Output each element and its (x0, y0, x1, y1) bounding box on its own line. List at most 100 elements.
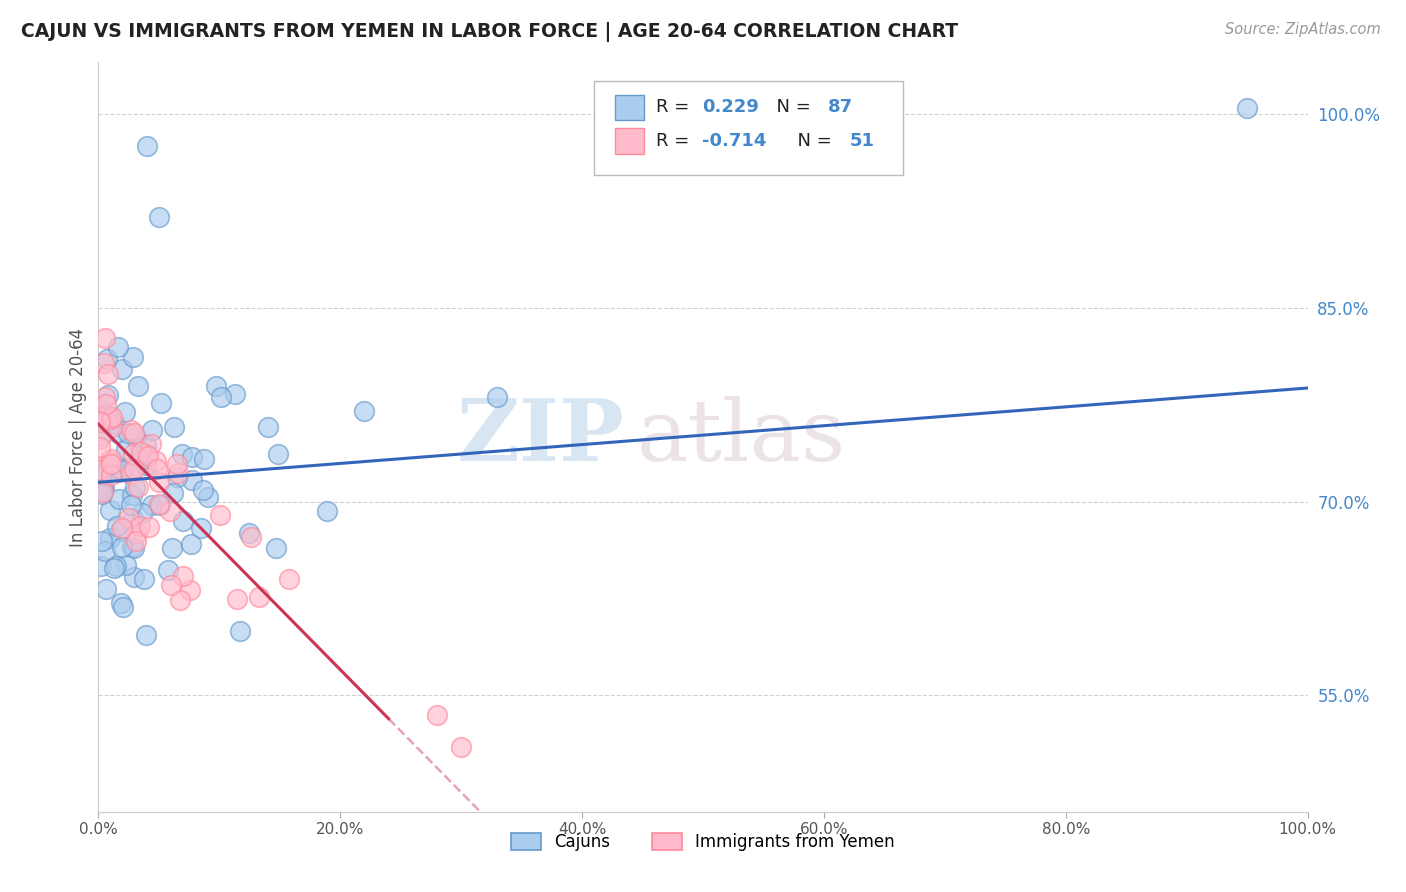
Point (89, 415, 111, 429)
Point (135, 139, 157, 153)
Point (141, 499, 163, 513)
FancyBboxPatch shape (595, 81, 903, 175)
Point (226, 592, 249, 607)
Point (122, 570, 145, 584)
Point (100, 420, 122, 434)
Text: N =: N = (765, 98, 815, 116)
Point (121, 447, 143, 461)
Point (91, 483, 114, 497)
Point (180, 537, 202, 551)
Point (135, 628, 157, 642)
Point (104, 417, 127, 431)
Point (149, 396, 172, 410)
Text: 87: 87 (828, 98, 852, 116)
Point (159, 504, 181, 518)
Point (157, 563, 180, 577)
Point (110, 462, 132, 476)
Point (124, 480, 146, 494)
Point (162, 541, 184, 556)
Point (89, 413, 111, 427)
Point (315, 504, 337, 518)
Point (100, 468, 122, 483)
Point (238, 526, 260, 541)
Point (118, 466, 141, 480)
Point (91, 403, 114, 417)
Point (105, 519, 128, 533)
Text: R =: R = (655, 132, 695, 150)
Point (131, 506, 153, 520)
Point (129, 453, 152, 467)
Point (96, 408, 118, 422)
Point (141, 437, 163, 451)
Point (124, 534, 146, 549)
Point (278, 572, 301, 586)
Point (166, 470, 188, 484)
Text: N =: N = (786, 132, 838, 150)
Point (108, 491, 131, 506)
Point (89, 440, 111, 454)
Point (353, 404, 375, 418)
Point (89, 462, 111, 476)
Point (111, 362, 134, 376)
Point (167, 466, 190, 480)
Point (132, 572, 155, 586)
Point (93, 485, 115, 500)
Text: -0.714: -0.714 (702, 132, 766, 150)
Point (121, 488, 143, 502)
Text: CAJUN VS IMMIGRANTS FROM YEMEN IN LABOR FORCE | AGE 20-64 CORRELATION CHART: CAJUN VS IMMIGRANTS FROM YEMEN IN LABOR … (21, 22, 959, 42)
Point (229, 624, 252, 638)
Point (181, 473, 204, 487)
Point (247, 590, 270, 604)
Point (127, 480, 149, 494)
Point (1236, 101, 1258, 115)
Point (224, 387, 246, 401)
Point (121, 351, 143, 365)
Point (257, 420, 280, 434)
Point (91, 487, 114, 501)
Point (179, 582, 201, 597)
Point (138, 519, 160, 533)
Point (180, 450, 202, 465)
Bar (614, 95, 644, 120)
Point (97, 459, 120, 474)
Point (209, 508, 232, 522)
Point (124, 429, 146, 443)
Point (111, 463, 134, 477)
Point (149, 498, 172, 512)
Point (129, 518, 152, 533)
Point (148, 475, 170, 489)
Point (172, 514, 194, 528)
Point (117, 511, 139, 525)
Point (209, 390, 232, 404)
Text: ZIP: ZIP (457, 395, 624, 479)
Point (94, 544, 117, 558)
Point (93, 356, 115, 370)
Point (170, 447, 193, 461)
Point (108, 524, 131, 538)
Point (97, 387, 120, 401)
Point (90, 428, 112, 442)
Point (190, 521, 212, 535)
Point (122, 541, 145, 555)
Bar (614, 128, 644, 153)
Point (121, 540, 143, 554)
Point (135, 447, 157, 461)
Point (266, 541, 288, 555)
Point (166, 457, 188, 471)
Point (125, 526, 148, 541)
Text: Source: ZipAtlas.com: Source: ZipAtlas.com (1225, 22, 1381, 37)
Point (111, 521, 134, 535)
Point (98, 502, 121, 516)
Point (91, 466, 114, 480)
Text: 0.229: 0.229 (702, 98, 759, 116)
Point (107, 465, 129, 479)
Point (98, 454, 121, 468)
Point (129, 445, 152, 459)
Point (115, 558, 138, 572)
Point (96, 397, 118, 411)
Point (450, 740, 472, 755)
Point (107, 340, 129, 354)
Point (103, 560, 125, 574)
Point (239, 530, 262, 544)
Point (89, 410, 111, 425)
